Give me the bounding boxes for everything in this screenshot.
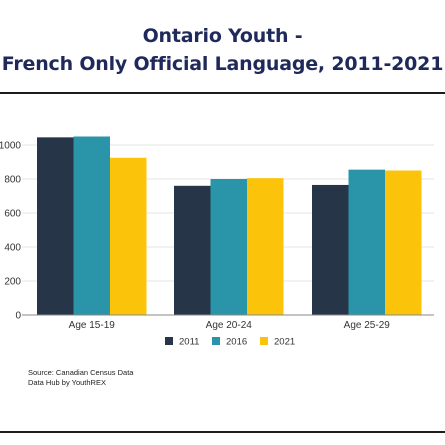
source-line-2: Data Hub by YouthREX — [28, 378, 106, 387]
bottom-divider — [0, 431, 445, 433]
bar-2016-1 — [210, 179, 247, 315]
legend-swatch-2011 — [165, 337, 173, 345]
x-tick-label-1: Age 20-24 — [206, 320, 253, 331]
legend-label-2021: 2021 — [274, 337, 295, 348]
bar-2021-1 — [247, 178, 284, 315]
bar-2011-0 — [37, 137, 74, 315]
source-line-1: Source: Canadian Census Data — [28, 368, 134, 377]
bar-2011-2 — [312, 184, 349, 315]
legend-swatch-2021 — [260, 337, 268, 345]
chart-title: Ontario Youth - French Only Official Lan… — [0, 22, 445, 78]
x-tick-label-2: Age 25-29 — [344, 320, 391, 331]
y-tick-label-200: 200 — [4, 277, 21, 288]
legend-swatch-2016 — [212, 337, 220, 345]
chart-title-line-1: Ontario Youth - — [142, 25, 303, 47]
source-note: Source: Canadian Census Data Data Hub by… — [28, 368, 133, 388]
x-tick-label-0: Age 15-19 — [69, 320, 116, 331]
bar-2011-1 — [174, 185, 211, 315]
bar-2016-0 — [73, 136, 110, 315]
y-tick-label-400: 400 — [4, 243, 21, 254]
legend-label-2011: 2011 — [179, 337, 199, 348]
y-tick-label-1000: 1000 — [0, 141, 21, 152]
legend-label-2016: 2016 — [226, 337, 247, 348]
bar-2016-2 — [348, 169, 385, 315]
y-tick-label-0: 0 — [15, 311, 21, 322]
bar-2021-2 — [385, 170, 422, 315]
y-tick-label-800: 800 — [4, 175, 21, 186]
top-divider — [0, 92, 445, 94]
bar-2021-0 — [110, 157, 147, 315]
y-tick-label-600: 600 — [4, 209, 21, 220]
chart-title-line-2: French Only Official Language, 2011-2021 — [1, 53, 444, 75]
